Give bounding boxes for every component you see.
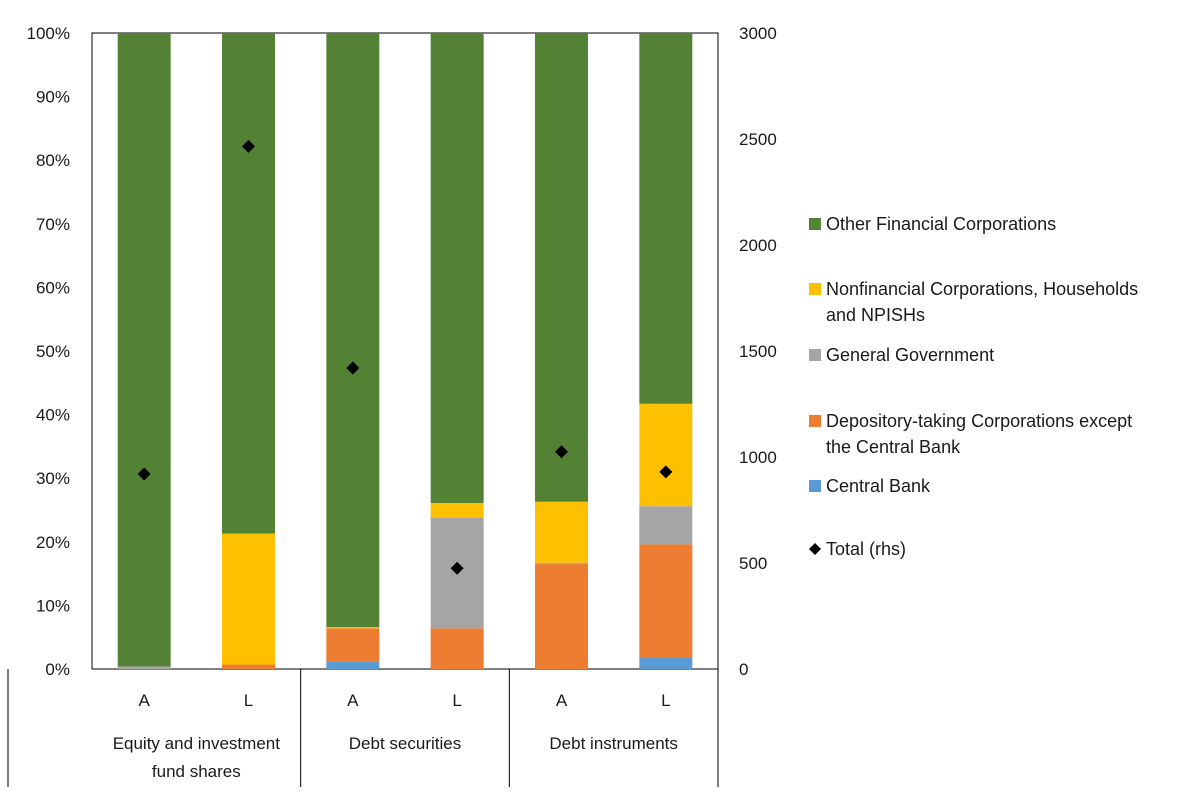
y-right-tick-label: 2000 [739, 236, 777, 255]
bar-segment [117, 33, 171, 667]
legend-label: Central Bank [826, 476, 931, 496]
bar-segment [639, 657, 693, 669]
bar-segment [430, 628, 484, 669]
legend-swatch [809, 349, 821, 361]
y-left-tick-label: 100% [27, 24, 70, 43]
y-left-tick-label: 90% [36, 88, 70, 107]
legend-label: and NPISHs [826, 305, 925, 325]
total-marker [450, 561, 464, 575]
category-label: A [347, 691, 359, 710]
bar-segment [639, 33, 693, 404]
bar-segment [535, 562, 588, 565]
bar-segment [639, 403, 693, 507]
legend-swatch [809, 283, 821, 295]
bar-segment [535, 33, 588, 502]
bar-segment [222, 664, 275, 669]
y-right-tick-label: 3000 [739, 24, 777, 43]
bar-segment [326, 33, 380, 628]
total-marker [137, 467, 151, 481]
legend-swatch [809, 218, 821, 230]
y-left-tick-label: 50% [36, 342, 70, 361]
y-left-tick-label: 0% [45, 660, 70, 679]
bar-segment [326, 627, 380, 629]
total-marker [346, 361, 360, 375]
legend-label: Depository-taking Corporations except [826, 411, 1132, 431]
group-label: fund shares [152, 762, 241, 781]
y-right-tick-label: 0 [739, 660, 748, 679]
bar-segment [326, 628, 380, 662]
bar-segment [117, 666, 171, 669]
legend-label: the Central Bank [826, 437, 961, 457]
bar-segment [326, 661, 380, 669]
bar-segment [222, 33, 275, 534]
category-label: L [244, 691, 253, 710]
y-right-tick-label: 2500 [739, 130, 777, 149]
total-marker [659, 465, 673, 479]
y-left-tick-label: 20% [36, 533, 70, 552]
legend-swatch [809, 480, 821, 492]
category-label: L [661, 691, 670, 710]
bar-segment [222, 533, 275, 665]
legend-label: Total (rhs) [826, 539, 906, 559]
y-left-tick-label: 60% [36, 278, 70, 297]
y-left-tick-label: 70% [36, 215, 70, 234]
y-left-tick-label: 30% [36, 469, 70, 488]
group-label: Equity and investment [113, 734, 281, 753]
bar-segment [639, 506, 693, 545]
bar-segment [535, 564, 588, 669]
category-label: A [138, 691, 150, 710]
legend-swatch [809, 415, 821, 427]
group-label: Debt instruments [549, 734, 678, 753]
legend-label: Nonfinancial Corporations, Households [826, 279, 1138, 299]
y-right-tick-label: 500 [739, 554, 767, 573]
y-right-tick-label: 1500 [739, 342, 777, 361]
y-left-tick-label: 40% [36, 406, 70, 425]
y-left-tick-label: 80% [36, 151, 70, 170]
legend-diamond-marker [809, 543, 821, 555]
category-label: A [556, 691, 568, 710]
bar-segment [430, 503, 484, 518]
bar-segment [430, 33, 484, 504]
total-marker [242, 139, 255, 153]
y-left-tick-label: 10% [36, 596, 70, 615]
legend-label: Other Financial Corporations [826, 214, 1056, 234]
bar-segment [639, 544, 693, 658]
y-right-tick-label: 1000 [739, 448, 777, 467]
category-label: L [452, 691, 461, 710]
group-label: Debt securities [349, 734, 461, 753]
total-marker [555, 445, 568, 459]
legend-label: General Government [826, 345, 994, 365]
bar-segment [535, 501, 588, 563]
plot-area-border [91, 32, 719, 670]
